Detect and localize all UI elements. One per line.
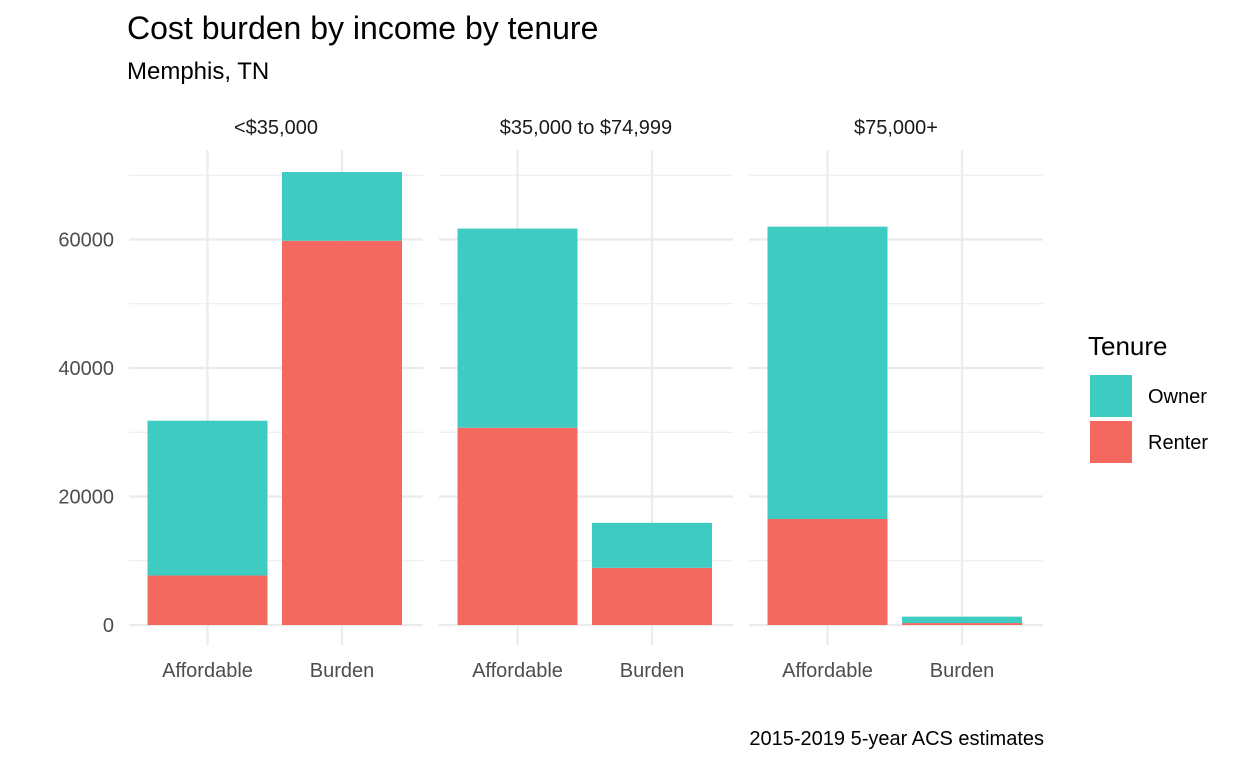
bar-renter (902, 623, 1022, 625)
y-tick-label: 0 (103, 615, 114, 637)
y-tick-label: 20000 (58, 487, 114, 509)
facet-panel: Affordable Burden $35,000 to $74,999 (439, 117, 733, 682)
bar-owner (282, 172, 402, 241)
x-tick-label: Affordable (782, 660, 873, 682)
facet-strip-label: $35,000 to $74,999 (500, 117, 672, 139)
legend: Tenure Owner Renter (1088, 331, 1208, 463)
legend-label: Owner (1148, 386, 1207, 408)
legend-title: Tenure (1088, 331, 1168, 361)
facet-panel: Affordable Burden $75,000+ (749, 117, 1043, 682)
y-tick-label: 60000 (58, 230, 114, 252)
bar-owner (902, 616, 1022, 624)
facet-strip-label: <$35,000 (234, 117, 318, 139)
legend-swatch (1090, 375, 1132, 417)
bar-renter (457, 427, 578, 625)
bar-owner (457, 228, 578, 428)
bar-owner (147, 420, 268, 576)
x-tick-label: Burden (310, 660, 375, 682)
bar-renter (767, 518, 888, 625)
bar-renter (592, 567, 712, 625)
bar-owner (592, 522, 712, 568)
x-tick-label: Burden (620, 660, 685, 682)
facet-panel: Affordable Burden <$35,000 (129, 117, 423, 682)
chart-title: Cost burden by income by tenure (127, 10, 599, 46)
legend-label: Renter (1148, 432, 1208, 454)
x-tick-label: Burden (930, 660, 995, 682)
chart-subtitle: Memphis, TN (127, 58, 270, 85)
y-tick-label: 40000 (58, 358, 114, 380)
bar-owner (767, 226, 888, 519)
bar-renter (147, 575, 268, 625)
x-tick-label: Affordable (162, 660, 253, 682)
x-tick-label: Affordable (472, 660, 563, 682)
legend-swatch (1090, 421, 1132, 463)
chart-caption: 2015-2019 5-year ACS estimates (749, 728, 1044, 750)
bar-renter (282, 240, 402, 625)
facet-strip-label: $75,000+ (854, 117, 938, 139)
